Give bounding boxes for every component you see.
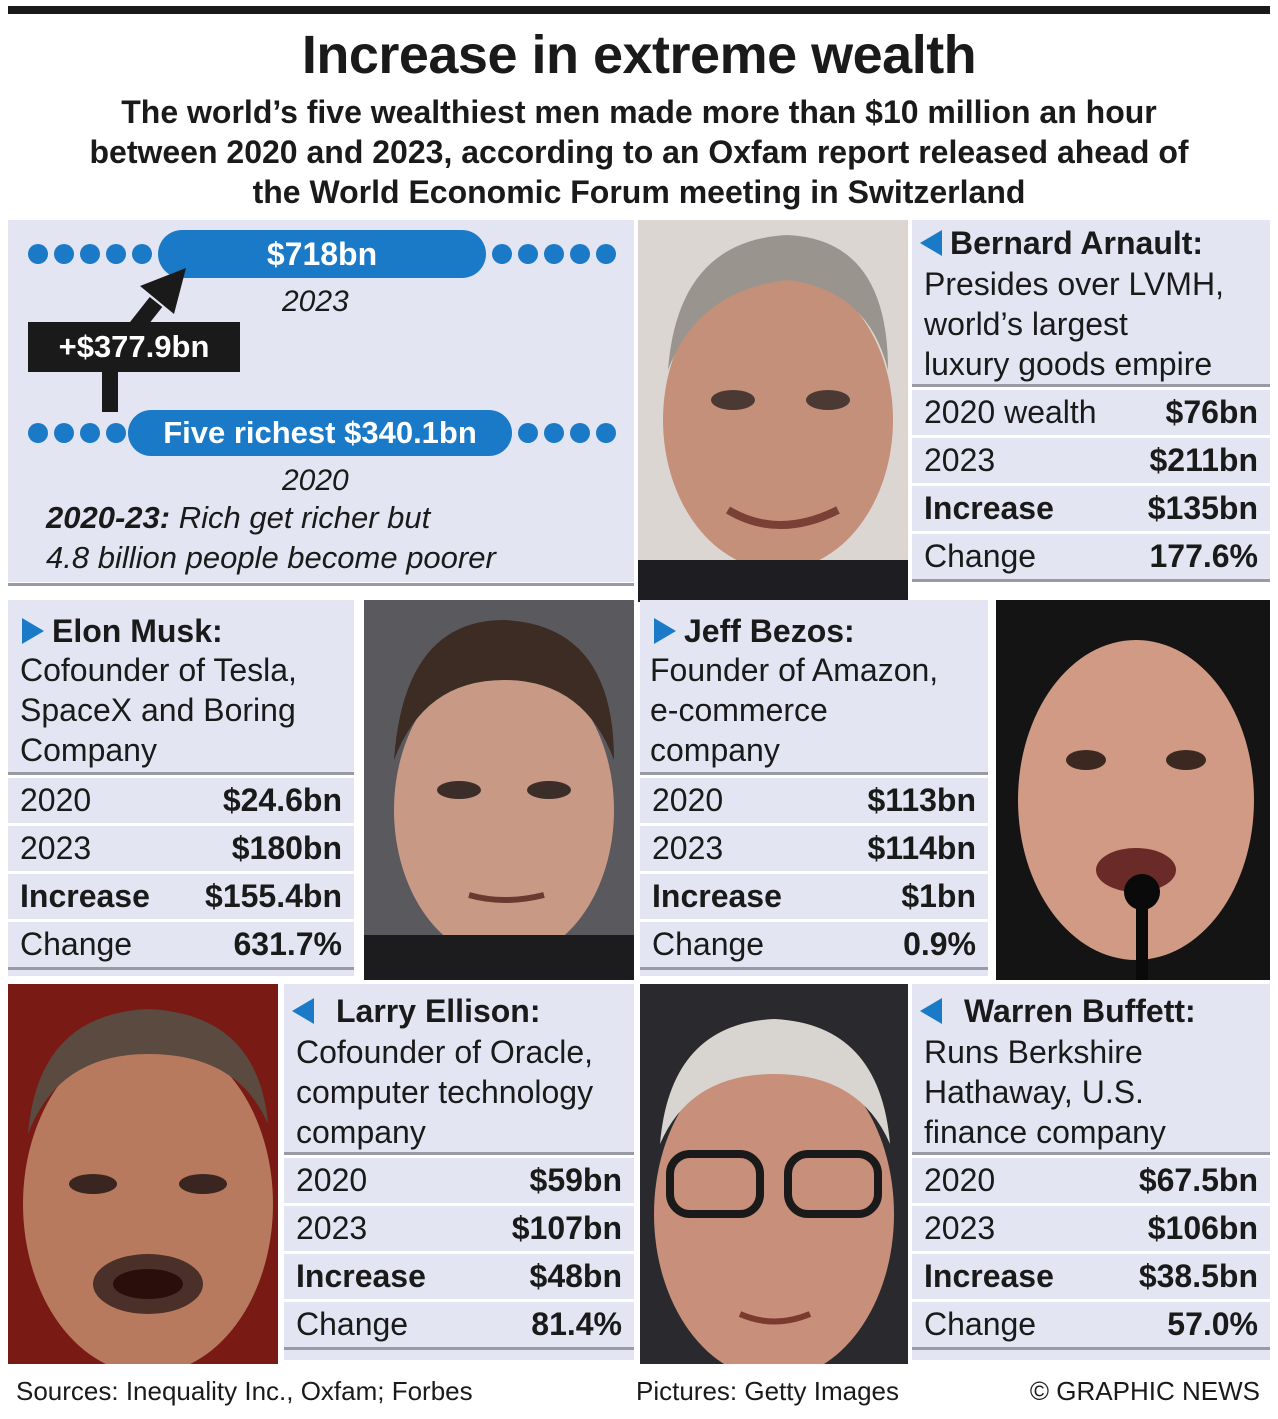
- table-row: 2023 $211bn: [912, 435, 1270, 483]
- top-rule: [8, 6, 1270, 14]
- arnault-panel: [912, 220, 1270, 580]
- table-row: 2023 $180bn: [8, 823, 354, 871]
- footer-credit: © GRAPHIC NEWS: [1029, 1376, 1260, 1406]
- summary-note: 2020-23: Rich get richer but 4.8 billion…: [46, 498, 496, 578]
- table-row: Increase $135bn: [912, 483, 1270, 531]
- table-row: Change 0.9%: [640, 919, 988, 967]
- dots-left-2020: [28, 423, 126, 443]
- musk-desc: Cofounder of Tesla, SpaceX and Boring Co…: [20, 652, 297, 768]
- musk-name: Elon Musk:: [22, 612, 223, 650]
- arnault-photo: [638, 220, 908, 602]
- bezos-table: 2020 $113bn 2023 $114bn Increase $1bn Chang…: [640, 772, 988, 970]
- dots-left-2023: [28, 244, 152, 264]
- portrait-icon: [638, 220, 908, 602]
- table-row: Change 57.0%: [912, 1299, 1270, 1347]
- page-subtitle: The world’s five wealthiest men made mor…: [20, 92, 1258, 212]
- pointer-left-icon: [920, 230, 942, 256]
- pointer-right-icon: [22, 618, 44, 644]
- total-2023-bar: $718bn: [158, 230, 486, 278]
- increase-badge: +$377.9bn: [28, 322, 240, 372]
- note-period: 2020-23:: [46, 500, 171, 535]
- table-row: 2020 $113bn: [640, 775, 988, 823]
- table-row: 2020 $59bn: [284, 1155, 634, 1203]
- portrait-icon: [364, 600, 634, 980]
- table-row: Change 177.6%: [912, 531, 1270, 579]
- page-title: Increase in extreme wealth: [301, 25, 977, 85]
- total-2020-bar: Five richest $340.1bn: [128, 410, 512, 456]
- pointer-left-icon: [292, 998, 314, 1024]
- musk-panel: [8, 600, 354, 976]
- pointer-left-icon: [920, 998, 942, 1024]
- ellison-panel: [284, 984, 634, 1360]
- table-row: Change 631.7%: [8, 919, 354, 967]
- buffett-name: Warren Buffett:: [920, 992, 1196, 1030]
- buffett-panel: [912, 984, 1270, 1360]
- table-row: 2023 $114bn: [640, 823, 988, 871]
- table-row: 2020 $24.6bn: [8, 775, 354, 823]
- subtitle-line: The world’s five wealthiest men made mor…: [121, 94, 1157, 130]
- arnault-desc: Presides over LVMH, world’s largest luxu…: [924, 266, 1224, 382]
- table-row: 2023 $106bn: [912, 1203, 1270, 1251]
- pointer-right-icon: [654, 618, 676, 644]
- footer-pictures: Pictures: Getty Images: [636, 1376, 899, 1406]
- arnault-name: Bernard Arnault:: [920, 224, 1203, 262]
- dots-right-2020: [518, 423, 616, 443]
- musk-table: 2020 $24.6bn 2023 $180bn Increase $155.4bn …: [8, 772, 354, 970]
- buffett-desc: Runs Berkshire Hathaway, U.S. finance co…: [924, 1034, 1166, 1150]
- note-text: Rich get richer but: [170, 500, 431, 535]
- ellison-desc: Cofounder of Oracle, computer technology…: [296, 1034, 594, 1150]
- year-2020-label: 2020: [282, 464, 349, 497]
- portrait-icon: [8, 984, 278, 1364]
- dots-right-2023: [492, 244, 616, 264]
- bezos-photo: [996, 600, 1270, 980]
- table-row: Increase $155.4bn: [8, 871, 354, 919]
- footer-sources: Sources: Inequality Inc., Oxfam; Forbes: [16, 1376, 473, 1406]
- table-row: Change 81.4%: [284, 1299, 634, 1347]
- subtitle-line: the World Economic Forum meeting in Swit…: [252, 174, 1026, 210]
- buffett-photo: [640, 984, 908, 1364]
- bezos-panel: [640, 600, 988, 976]
- note-text: 4.8 billion people become poorer: [46, 540, 496, 575]
- portrait-icon: [640, 984, 908, 1364]
- table-row: 2020 wealth $76bn: [912, 387, 1270, 435]
- bezos-desc: Founder of Amazon, e-commerce company: [650, 652, 939, 768]
- table-row: Increase $48bn: [284, 1251, 634, 1299]
- arnault-table: 2020 wealth $76bn 2023 $211bn Increase $135…: [912, 384, 1270, 582]
- subtitle-line: between 2020 and 2023, according to an O…: [89, 134, 1189, 170]
- table-row: Increase $38.5bn: [912, 1251, 1270, 1299]
- bezos-name: Jeff Bezos:: [654, 612, 855, 650]
- ellison-table: 2020 $59bn 2023 $107bn Increase $48bn Chang…: [284, 1152, 634, 1350]
- table-row: Increase $1bn: [640, 871, 988, 919]
- ellison-name: Larry Ellison:: [292, 992, 541, 1030]
- table-row: 2020 $67.5bn: [912, 1155, 1270, 1203]
- buffett-table: 2020 $67.5bn 2023 $106bn Increase $38.5bn C…: [912, 1152, 1270, 1350]
- table-row: 2023 $107bn: [284, 1203, 634, 1251]
- portrait-icon: [996, 600, 1270, 980]
- year-2023-label: 2023: [282, 285, 349, 318]
- summary-bottom-rule: [8, 583, 634, 586]
- musk-photo: [364, 600, 634, 980]
- ellison-photo: [8, 984, 278, 1364]
